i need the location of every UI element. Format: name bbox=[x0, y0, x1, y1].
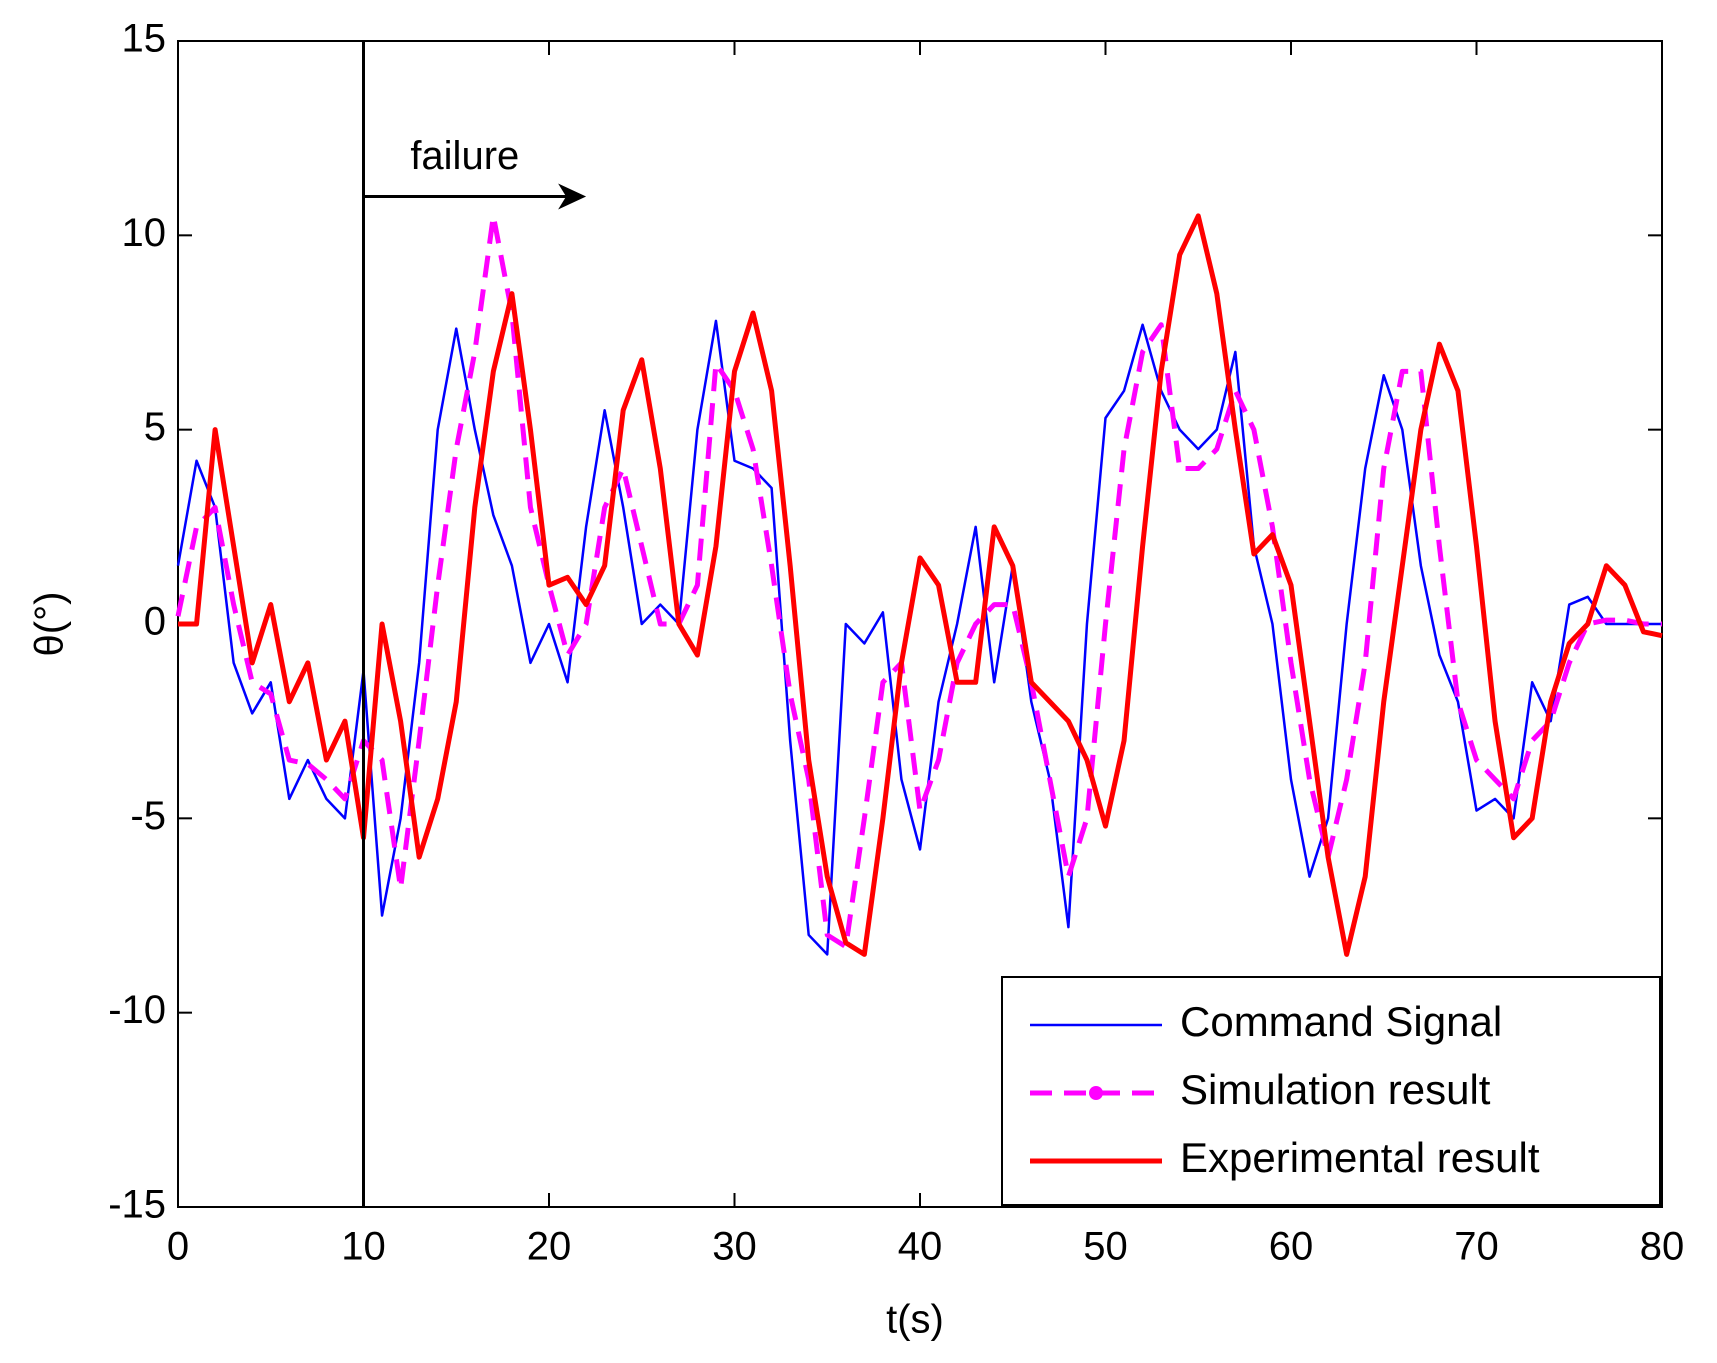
x-tick-label: 80 bbox=[1640, 1225, 1685, 1269]
x-tick-label: 70 bbox=[1454, 1225, 1499, 1269]
x-tick-label: 50 bbox=[1083, 1225, 1128, 1269]
arrow-head bbox=[558, 183, 587, 210]
y-tick-label: -15 bbox=[108, 1183, 166, 1227]
y-axis-label: θ(°) bbox=[28, 592, 72, 657]
series-line bbox=[176, 319, 1662, 956]
y-tick-label: 0 bbox=[144, 600, 166, 644]
series-line bbox=[178, 213, 1663, 957]
x-tick-label: 20 bbox=[527, 1225, 572, 1269]
legend-label: Experimental result bbox=[1180, 1134, 1540, 1181]
x-tick-label: 10 bbox=[341, 1225, 386, 1269]
legend-label: Simulation result bbox=[1180, 1066, 1491, 1113]
y-tick-label: 15 bbox=[122, 17, 167, 61]
legend-marker bbox=[1089, 1086, 1103, 1100]
legend-label: Command Signal bbox=[1180, 998, 1502, 1045]
y-tick-label: -10 bbox=[108, 988, 166, 1032]
x-tick-label: 40 bbox=[898, 1225, 943, 1269]
x-tick-label: 60 bbox=[1269, 1225, 1314, 1269]
annotation-text: failure bbox=[410, 134, 519, 178]
x-tick-label: 30 bbox=[712, 1225, 757, 1269]
legend: Command Signal Simulation result Experimen… bbox=[1001, 976, 1661, 1206]
y-tick-label: -5 bbox=[130, 794, 166, 838]
x-axis-label: t(s) bbox=[886, 1298, 944, 1342]
y-tick-label: 5 bbox=[144, 405, 166, 449]
x-tick-label: 0 bbox=[167, 1225, 189, 1269]
y-tick-label: 10 bbox=[122, 211, 167, 255]
